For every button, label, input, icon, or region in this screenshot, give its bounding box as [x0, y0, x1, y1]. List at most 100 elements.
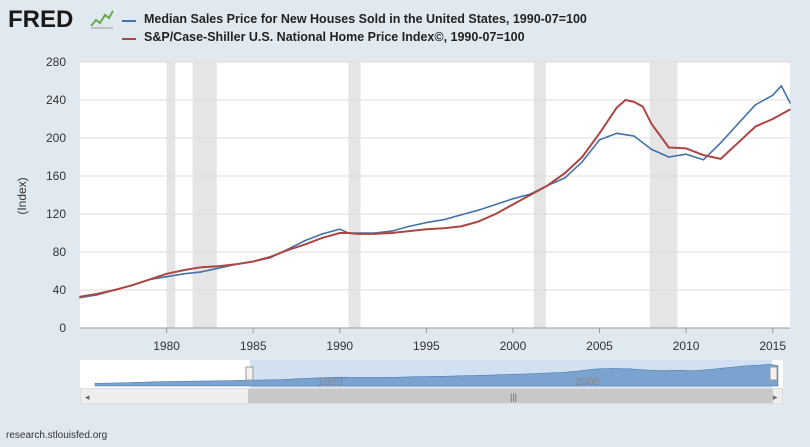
navigator-label-2000: 2000	[575, 376, 599, 388]
legend-label: Median Sales Price for New Houses Sold i…	[144, 12, 587, 26]
line-chart[interactable]: 0 40 80 120 160 200 240 280 1980 1985 1990 1995 2000…	[0, 56, 810, 356]
horizontal-scrollbar[interactable]: ||| ◂ ▸	[80, 388, 783, 404]
data-point	[165, 275, 168, 278]
chart-line-icon	[90, 9, 114, 29]
data-point	[633, 101, 635, 103]
data-point	[477, 209, 480, 211]
data-point	[252, 260, 254, 263]
scrollbar-thumb[interactable]	[248, 389, 773, 403]
y-tick-label: 40	[53, 283, 67, 297]
data-point	[269, 255, 272, 258]
data-point	[789, 102, 791, 104]
data-point	[546, 184, 549, 187]
recession-band	[348, 62, 361, 328]
data-point	[598, 132, 601, 135]
data-point	[442, 227, 445, 230]
series-line-new-houses[interactable]	[79, 84, 791, 299]
data-point	[235, 263, 237, 266]
data-point	[183, 273, 185, 275]
data-point	[564, 177, 566, 179]
legend-swatch-red	[122, 38, 136, 40]
data-point	[650, 148, 653, 151]
x-tick-label: 1995	[413, 339, 440, 353]
data-point	[616, 132, 618, 135]
x-tick-label: 2000	[500, 339, 527, 353]
data-point	[321, 236, 324, 239]
data-point	[96, 293, 99, 295]
data-point	[113, 289, 116, 291]
data-point	[780, 84, 783, 87]
y-tick-label: 200	[46, 131, 66, 145]
data-point	[338, 232, 341, 234]
scroll-right-icon[interactable]: ▸	[773, 392, 778, 402]
data-point	[460, 225, 462, 228]
data-point	[581, 160, 583, 163]
data-point	[148, 278, 151, 281]
data-point	[667, 146, 670, 149]
data-point	[390, 232, 393, 234]
navigator-left-handle[interactable]	[245, 366, 254, 381]
data-point	[494, 213, 497, 215]
data-point	[685, 147, 687, 150]
navigator-label-1980: 1980	[318, 376, 342, 388]
recession-band	[192, 62, 217, 328]
data-point	[460, 214, 462, 216]
data-point	[512, 198, 514, 200]
data-point	[633, 135, 635, 137]
x-tick-label: 2010	[673, 339, 700, 353]
x-tick-label: 1980	[153, 339, 180, 353]
data-point	[702, 154, 705, 156]
data-point	[667, 156, 670, 158]
y-tick-label: 240	[46, 93, 66, 107]
plot-background	[80, 62, 790, 328]
data-point	[598, 139, 601, 141]
data-point	[408, 225, 410, 228]
x-tick-label: 2005	[586, 339, 613, 353]
data-point	[512, 203, 514, 206]
x-tick-label: 1985	[240, 339, 267, 353]
gridlines	[80, 61, 790, 329]
recession-band	[533, 62, 546, 328]
fred-logo[interactable]: FRED	[8, 6, 74, 33]
y-axis-label: (Index)	[15, 177, 29, 214]
legend-swatch-blue	[122, 20, 136, 22]
data-point	[200, 266, 203, 268]
data-point	[624, 99, 627, 101]
data-point	[642, 105, 644, 108]
navigator-right-handle[interactable]	[769, 366, 778, 381]
scrollbar-grip-icon: |||	[510, 392, 517, 402]
y-tick-label: 160	[46, 169, 66, 183]
data-point	[373, 233, 376, 235]
data-point	[529, 194, 532, 196]
data-point	[79, 295, 81, 298]
data-point	[754, 125, 757, 128]
data-point	[425, 221, 428, 224]
data-point	[702, 159, 705, 161]
source-credit[interactable]: research.stlouisfed.org	[6, 430, 108, 441]
data-point	[442, 218, 445, 221]
y-tick-label: 80	[53, 245, 67, 259]
data-point	[304, 243, 306, 246]
axes: 0 40 80 120 160 200 240 280 1980 1985 1990 1995 2000…	[46, 56, 790, 353]
x-tick-label: 2015	[759, 339, 786, 353]
data-point	[217, 265, 220, 268]
data-point	[789, 108, 791, 111]
data-point	[616, 106, 618, 109]
data-point	[754, 103, 757, 106]
data-point	[685, 153, 687, 155]
data-point	[477, 220, 480, 223]
data-point	[719, 141, 722, 144]
data-point	[771, 94, 774, 97]
data-point	[217, 267, 220, 269]
scroll-left-icon[interactable]: ◂	[85, 392, 90, 402]
data-point	[408, 230, 410, 232]
header: FRED Median Sales Price for New Houses S…	[0, 0, 810, 56]
recession-band	[166, 62, 176, 328]
recession-band	[649, 62, 678, 328]
data-point	[564, 172, 566, 174]
range-navigator[interactable]: 1980 2000	[0, 360, 810, 406]
data-point	[425, 228, 428, 230]
data-point	[338, 228, 341, 230]
data-point	[183, 269, 185, 271]
data-point	[321, 233, 324, 235]
